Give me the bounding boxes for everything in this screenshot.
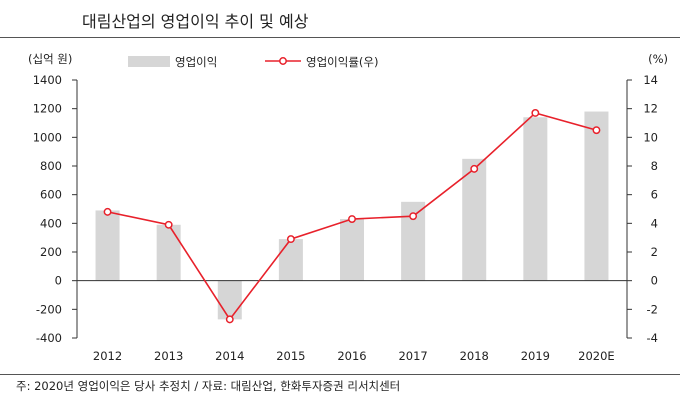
left-tick-label: 1000 (33, 130, 62, 144)
x-tick-label: 2017 (398, 349, 427, 363)
x-tick-label: 2013 (154, 349, 183, 363)
legend-line-marker (279, 57, 287, 65)
chart-title: 대림산업의 영업이익 추이 및 예상 (82, 12, 309, 31)
margin-point-2012 (103, 207, 112, 216)
x-tick-label: 2020E (578, 349, 615, 363)
left-tick-label: 1400 (33, 73, 62, 87)
bar-2019 (523, 117, 548, 281)
footnote: 주: 2020년 영업이익은 당사 추정치 / 자료: 대림산업, 한화투자증권… (16, 379, 401, 393)
bar-2014 (217, 280, 242, 320)
footnote-divider (0, 374, 680, 375)
bar-2018 (462, 158, 487, 281)
right-tick-label: 4 (651, 216, 658, 230)
x-tick-label: 2018 (460, 349, 489, 363)
right-tick-label: 0 (651, 274, 658, 288)
right-axis-unit: (%) (648, 52, 668, 66)
margin-point-2016 (348, 215, 356, 223)
bar-2016 (340, 219, 364, 281)
margin-point-2014 (225, 315, 234, 324)
bar-2015 (278, 239, 303, 281)
right-tick-label: 10 (643, 130, 658, 144)
legend-bar-label: 영업이익 (175, 55, 217, 69)
margin-point-2015 (286, 235, 295, 244)
right-tick-label: 6 (651, 188, 658, 202)
left-tick-label: -200 (36, 302, 62, 316)
margin-point-2013 (164, 220, 173, 229)
right-tick-label: -2 (647, 302, 658, 316)
x-tick-label: 2015 (276, 349, 305, 363)
bar-2020E (584, 111, 609, 281)
x-tick-label: 2012 (93, 349, 122, 363)
left-tick-label: 200 (40, 245, 62, 259)
left-tick-label: 0 (55, 274, 62, 288)
left-tick-label: 400 (40, 216, 62, 230)
bar-2013 (156, 224, 181, 281)
left-tick-label: -400 (36, 331, 62, 345)
x-tick-label: 2014 (215, 349, 244, 363)
margin-point-2018 (470, 164, 479, 173)
margin-point-2020E (592, 126, 601, 135)
legend-bar-swatch (128, 56, 170, 67)
right-tick-label: 8 (651, 159, 658, 173)
margin-point-2017 (409, 212, 418, 221)
legend-line-label: 영업이익률(우) (306, 55, 378, 69)
x-tick-label: 2016 (337, 349, 366, 363)
right-tick-label: 2 (651, 245, 658, 259)
left-tick-label: 1200 (33, 102, 62, 116)
right-tick-label: 12 (643, 102, 658, 116)
right-tick-label: 14 (643, 73, 658, 87)
bar-2012 (95, 210, 120, 281)
left-tick-label: 600 (40, 188, 62, 202)
left-axis-unit: (십억 원) (28, 52, 72, 66)
right-tick-label: -4 (647, 331, 658, 345)
margin-point-2019 (531, 109, 540, 117)
x-tick-label: 2019 (521, 349, 550, 363)
left-tick-label: 800 (40, 159, 62, 173)
title-divider (0, 37, 680, 38)
